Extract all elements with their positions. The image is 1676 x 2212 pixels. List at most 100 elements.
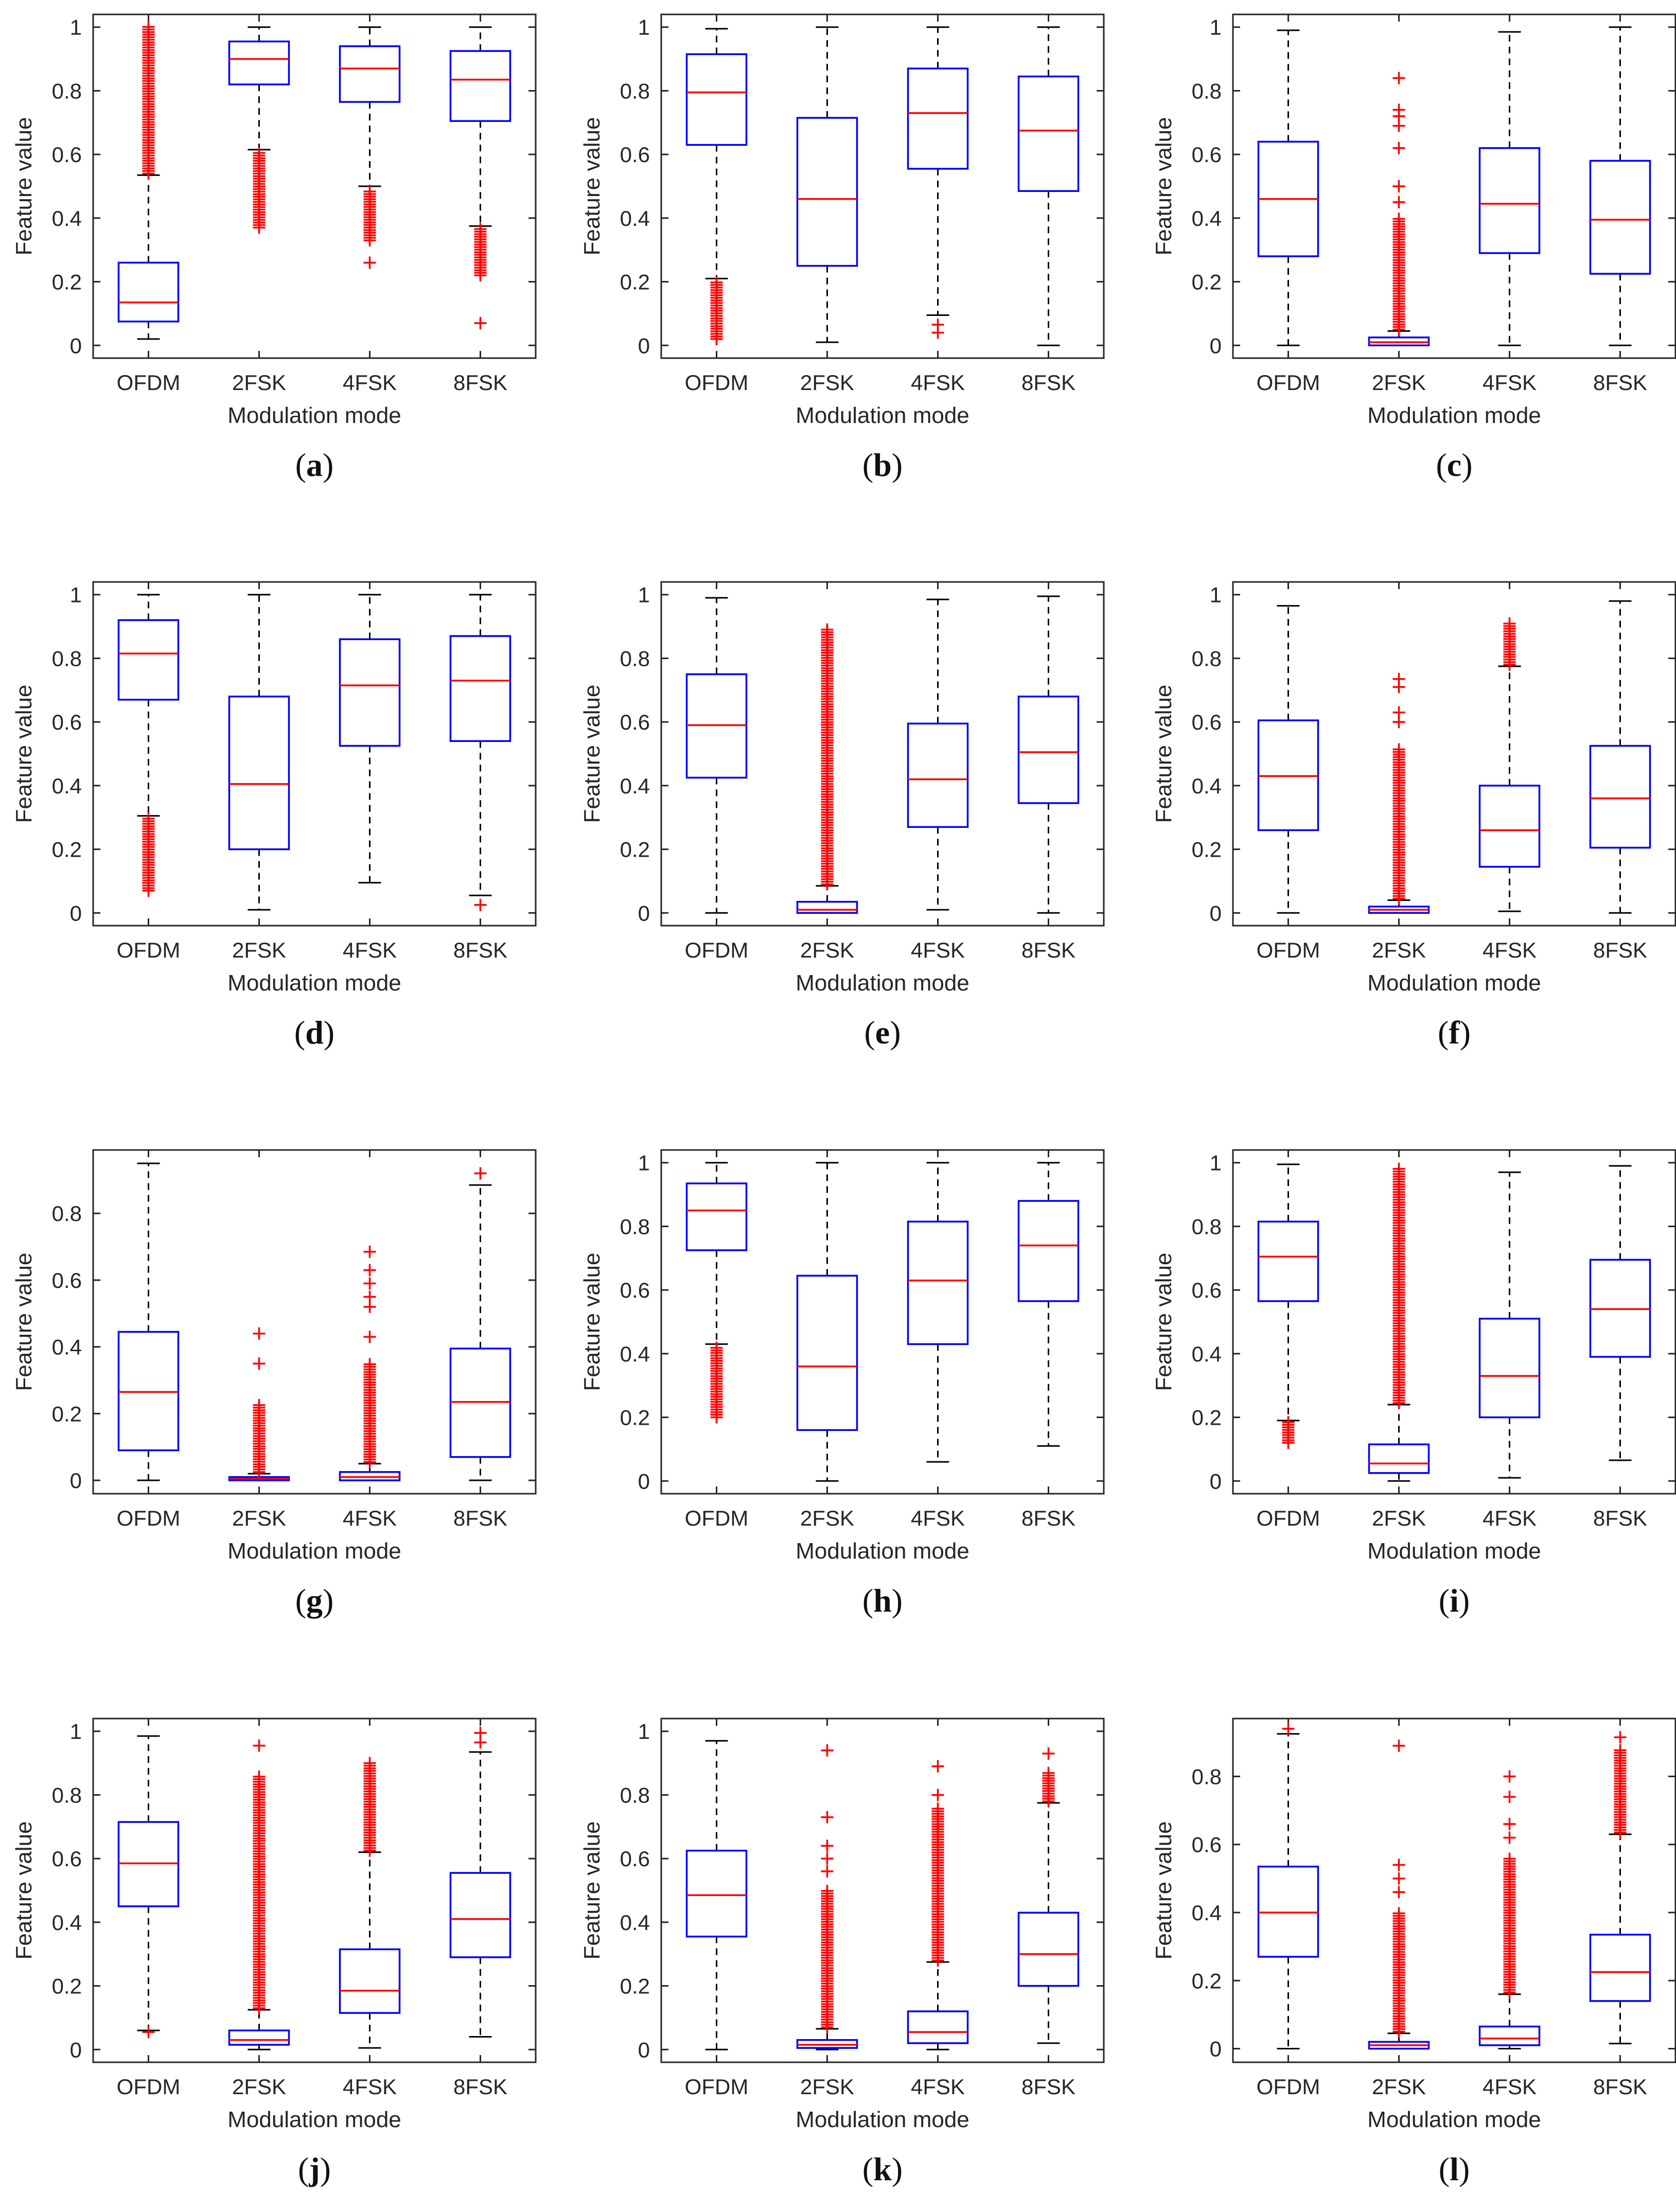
x-axis-title: Modulation mode: [796, 1538, 969, 1564]
y-tick-label: 0.6: [620, 710, 650, 734]
box-8FSK: [1017, 26, 1080, 346]
panel-label-close: ): [320, 2151, 331, 2187]
outliers: [142, 2026, 155, 2039]
iqr-box: [1017, 1200, 1080, 1302]
panel-e: 0 0.2 0.4 0.6 0.8 1 OFDM 2FSK 4FSK 8FSK Modulation…: [579, 581, 1105, 1051]
box-8FSK: [1589, 600, 1651, 914]
outliers: [474, 223, 487, 329]
y-tick-label: 0.6: [620, 1847, 650, 1871]
box-8FSK: [449, 594, 511, 911]
x-tick-label: 8FSK: [1021, 370, 1075, 395]
box-4FSK: [907, 1760, 969, 2050]
x-axis-title: Modulation mode: [227, 403, 401, 428]
panel-label-open: (: [1439, 1582, 1450, 1619]
outliers: [363, 1245, 376, 1468]
axes-frame: [1232, 581, 1676, 927]
box-OFDM: [685, 597, 748, 914]
y-tick-label: 0.4: [1192, 206, 1222, 231]
box-2FSK: [228, 1327, 290, 1481]
x-tick-label: 8FSK: [1593, 370, 1647, 395]
x-axis-title: Modulation mode: [1367, 2107, 1541, 2132]
iqr-box: [907, 2010, 969, 2044]
outliers: [1282, 1416, 1295, 1449]
axes-frame: [92, 1149, 537, 1495]
axes-frame: [660, 1149, 1105, 1495]
x-tick-label: 4FSK: [911, 2075, 965, 2099]
x-tick-label: OFDM: [1257, 938, 1320, 962]
box-4FSK: [339, 594, 401, 883]
box-8FSK: [1589, 1731, 1651, 2045]
box-OFDM: [117, 21, 180, 340]
y-axis-title: Feature value: [1151, 1252, 1176, 1391]
panel-label-close: ): [892, 1582, 903, 1619]
y-tick-label: 0.2: [52, 838, 82, 862]
box-4FSK: [907, 598, 969, 911]
iqr-box: [1478, 2025, 1541, 2046]
x-tick-label: 8FSK: [453, 370, 507, 395]
x-tick-label: 8FSK: [1021, 2075, 1075, 2099]
x-tick-label: OFDM: [685, 370, 749, 395]
y-tick-label: 0: [638, 2038, 650, 2062]
y-tick-label: 0.8: [1192, 1764, 1222, 1789]
x-tick-label: 2FSK: [232, 370, 286, 395]
x-tick-label: OFDM: [685, 1506, 749, 1530]
outliers: [710, 1341, 723, 1424]
x-tick-label: 8FSK: [453, 938, 507, 962]
panel-label-open: (: [295, 447, 306, 483]
iqr-box: [907, 1220, 969, 1346]
x-tick-label: 4FSK: [911, 370, 965, 395]
axes-frame: [1232, 1718, 1676, 2063]
iqr-box: [1478, 1318, 1541, 1419]
iqr-box: [907, 722, 969, 828]
outliers: [474, 898, 487, 911]
panel-label: (j): [298, 2151, 331, 2187]
box-2FSK: [228, 1739, 290, 2050]
panel-label-close: ): [892, 447, 903, 483]
panel-label-letter: g: [306, 1582, 323, 1619]
iqr-box: [449, 1872, 511, 1958]
outliers: [821, 623, 834, 891]
panel-label: (g): [295, 1582, 334, 1619]
panel-label-close: ): [1460, 1014, 1471, 1051]
iqr-box: [339, 45, 401, 103]
outliers: [821, 1744, 834, 2033]
box-2FSK: [796, 1744, 858, 2050]
x-tick-label: 2FSK: [1372, 1506, 1426, 1530]
x-axis-title: Modulation mode: [227, 1538, 401, 1564]
panel-label-letter: i: [1450, 1582, 1459, 1619]
x-tick-label: 2FSK: [232, 938, 286, 962]
iqr-box: [1368, 1443, 1430, 1474]
x-tick-label: 8FSK: [1021, 938, 1075, 962]
panel-label-close: ): [323, 447, 333, 483]
box-OFDM: [685, 1162, 748, 1424]
box-8FSK: [449, 1726, 511, 2038]
y-axis-title: Feature value: [1151, 684, 1176, 823]
iqr-box: [907, 67, 969, 170]
y-tick-label: 0.8: [620, 79, 650, 103]
y-tick-label: 0.6: [52, 143, 82, 167]
y-axis-title: Feature value: [579, 1252, 605, 1391]
x-tick-label: 4FSK: [1483, 1506, 1537, 1530]
outliers: [142, 21, 155, 180]
outliers: [363, 185, 376, 269]
y-axis-title: Feature value: [11, 1252, 37, 1391]
x-tick-label: 4FSK: [1483, 370, 1537, 395]
outliers: [931, 1760, 944, 1967]
panel-label: (i): [1439, 1582, 1470, 1619]
y-tick-label: 0.4: [620, 774, 650, 798]
panel-label-open: (: [862, 1582, 873, 1619]
panel-c: 0 0.2 0.4 0.6 0.8 1 OFDM 2FSK 4FSK 8FSK Modulation…: [1151, 13, 1676, 483]
x-tick-label: 4FSK: [1483, 2075, 1537, 2099]
panel-label: (e): [864, 1014, 901, 1051]
y-tick-label: 1: [70, 1720, 82, 1744]
y-tick-label: 0.4: [620, 206, 650, 231]
y-tick-label: 0.2: [620, 838, 650, 862]
panel-label: (b): [862, 447, 903, 483]
box-OFDM: [1257, 29, 1319, 346]
y-axis-title: Feature value: [579, 117, 605, 255]
box-OFDM: [117, 1162, 180, 1481]
panel-g: 0 0.2 0.4 0.6 0.8 OFDM 2FSK 4FSK 8FSK Modulation …: [11, 1149, 537, 1619]
box-2FSK: [1368, 1162, 1430, 1482]
y-axis-title: Feature value: [11, 117, 37, 255]
x-axis-title: Modulation mode: [796, 970, 969, 996]
